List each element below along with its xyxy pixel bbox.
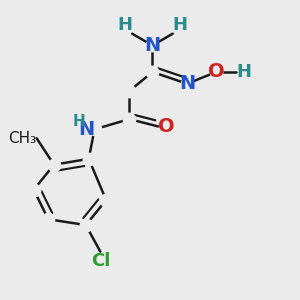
- Text: N: N: [78, 120, 94, 139]
- Text: N: N: [179, 74, 195, 93]
- Text: N: N: [144, 36, 160, 55]
- Text: CH₃: CH₃: [8, 131, 37, 146]
- Text: H: H: [173, 16, 188, 34]
- Text: O: O: [208, 62, 224, 82]
- Text: O: O: [158, 117, 175, 136]
- Text: H: H: [73, 114, 86, 129]
- Text: H: H: [117, 16, 132, 34]
- Text: Cl: Cl: [91, 252, 110, 270]
- Text: H: H: [236, 63, 251, 81]
